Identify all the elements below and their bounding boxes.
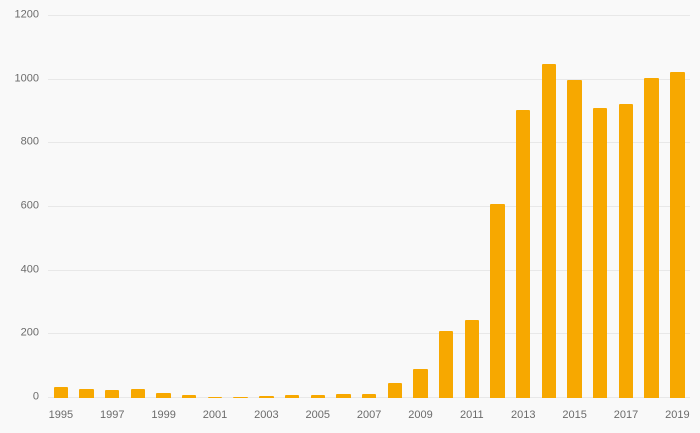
y-tick-label: 1000 <box>14 72 39 85</box>
bar-slot-2014 <box>536 16 562 398</box>
y-tick-label: 400 <box>20 263 39 276</box>
bar-2006 <box>336 393 351 398</box>
y-tick-label: 800 <box>20 135 39 148</box>
bar-2000 <box>182 394 197 398</box>
x-tick-label-2005: 2005 <box>305 409 330 421</box>
bar-2013 <box>516 109 531 398</box>
bar-2011 <box>464 320 480 398</box>
x-tick-label-2006 <box>331 407 357 423</box>
x-tick-label-2011: 2011 <box>460 409 484 421</box>
bar-2017 <box>618 103 634 398</box>
x-tick-label-1995: 1995 <box>48 409 74 421</box>
x-axis-labels: 1995 1997 1999 2001 2003 2005 2007 2009 2011 2013… <box>48 407 690 423</box>
y-tick-label: 0 <box>32 390 39 403</box>
x-tick-label-2000 <box>176 407 202 423</box>
x-tick-label-2003: 2003 <box>254 409 279 421</box>
gridline-1000: 1000 <box>15 73 690 84</box>
bar-2019 <box>670 71 685 398</box>
bar-2004 <box>284 395 300 398</box>
bar-slot-2011 <box>459 16 485 398</box>
x-tick-label-2002 <box>228 407 254 423</box>
bar-slot-2018 <box>639 16 665 398</box>
bar-2018 <box>644 78 659 398</box>
bar-1999 <box>156 393 171 398</box>
x-tick-label-2010 <box>433 407 459 423</box>
bar-2014 <box>541 63 557 398</box>
bar-2005 <box>310 395 325 398</box>
bar-slot-2012 <box>485 16 511 398</box>
gridline-200: 200 <box>21 327 690 338</box>
bar-2016 <box>593 108 608 398</box>
bar-slot-2005 <box>305 16 331 398</box>
gridline-1200: 1200 <box>15 9 690 20</box>
x-tick-label-1998 <box>125 407 151 423</box>
bar-slot-1998 <box>125 16 151 398</box>
x-tick-label-2007: 2007 <box>356 409 382 421</box>
x-tick-label-2019: 2019 <box>665 409 690 421</box>
x-tick-label-2017: 2017 <box>613 409 639 421</box>
gridline-800: 800 <box>21 136 690 147</box>
bar-slot-2010 <box>433 16 459 398</box>
bar-slot-2008 <box>382 16 408 398</box>
bar-2002 <box>233 397 248 398</box>
bar-slot-2019 <box>665 16 691 398</box>
bar-slot-2004 <box>279 16 305 398</box>
bar-slot-2003 <box>254 16 280 398</box>
x-tick-label-1999: 1999 <box>151 409 176 421</box>
bar-2015 <box>567 79 582 398</box>
x-tick-label-1996 <box>74 407 100 423</box>
bar-slot-2017 <box>613 16 639 398</box>
bar-2012 <box>490 203 505 398</box>
bar-slot-2009 <box>408 16 434 398</box>
y-tick-label: 1200 <box>14 8 39 21</box>
bar-slot-1995 <box>48 16 74 398</box>
y-tick-label: 600 <box>20 199 39 212</box>
x-tick-label-2004 <box>279 407 305 423</box>
bar-2010 <box>438 331 454 398</box>
bar-2001 <box>207 397 223 398</box>
bar-1998 <box>130 389 146 398</box>
bar-1997 <box>105 390 120 398</box>
x-tick-label-2012 <box>485 407 511 423</box>
bar-slot-1997 <box>99 16 125 398</box>
x-tick-label-2013: 2013 <box>510 409 536 421</box>
bar-slot-1996 <box>74 16 100 398</box>
x-tick-label-2016 <box>587 407 613 423</box>
bar-slot-2016 <box>587 16 613 398</box>
bar-slot-2002 <box>228 16 254 398</box>
x-tick-label-2014 <box>536 407 562 423</box>
gridline-600: 600 <box>21 200 690 211</box>
bar-slot-1999 <box>151 16 177 398</box>
bar-2009 <box>413 369 428 398</box>
x-tick-label-2008 <box>382 407 408 423</box>
bar-slot-2013 <box>510 16 536 398</box>
bar-slot-2006 <box>331 16 357 398</box>
bar-slot-2015 <box>562 16 588 398</box>
bar-slot-2001 <box>202 16 228 398</box>
bar-1995 <box>53 386 69 398</box>
x-tick-label-2015: 2015 <box>562 409 587 421</box>
bar-1996 <box>79 389 94 398</box>
bar-2008 <box>387 382 402 398</box>
plot-area: 0 200 400 600 800 1000 1200 <box>15 9 690 402</box>
bar-2003 <box>259 396 274 398</box>
x-tick-label-2001: 2001 <box>202 409 228 421</box>
bar-2007 <box>361 394 377 398</box>
gridline-400: 400 <box>21 264 690 275</box>
bar-slot-2000 <box>176 16 202 398</box>
x-tick-label-2018 <box>639 407 665 423</box>
bars-layer <box>48 16 690 398</box>
x-tick-label-2009: 2009 <box>408 409 433 421</box>
bar-slot-2007 <box>356 16 382 398</box>
y-tick-label: 200 <box>20 326 39 339</box>
x-tick-label-1997: 1997 <box>99 409 125 421</box>
